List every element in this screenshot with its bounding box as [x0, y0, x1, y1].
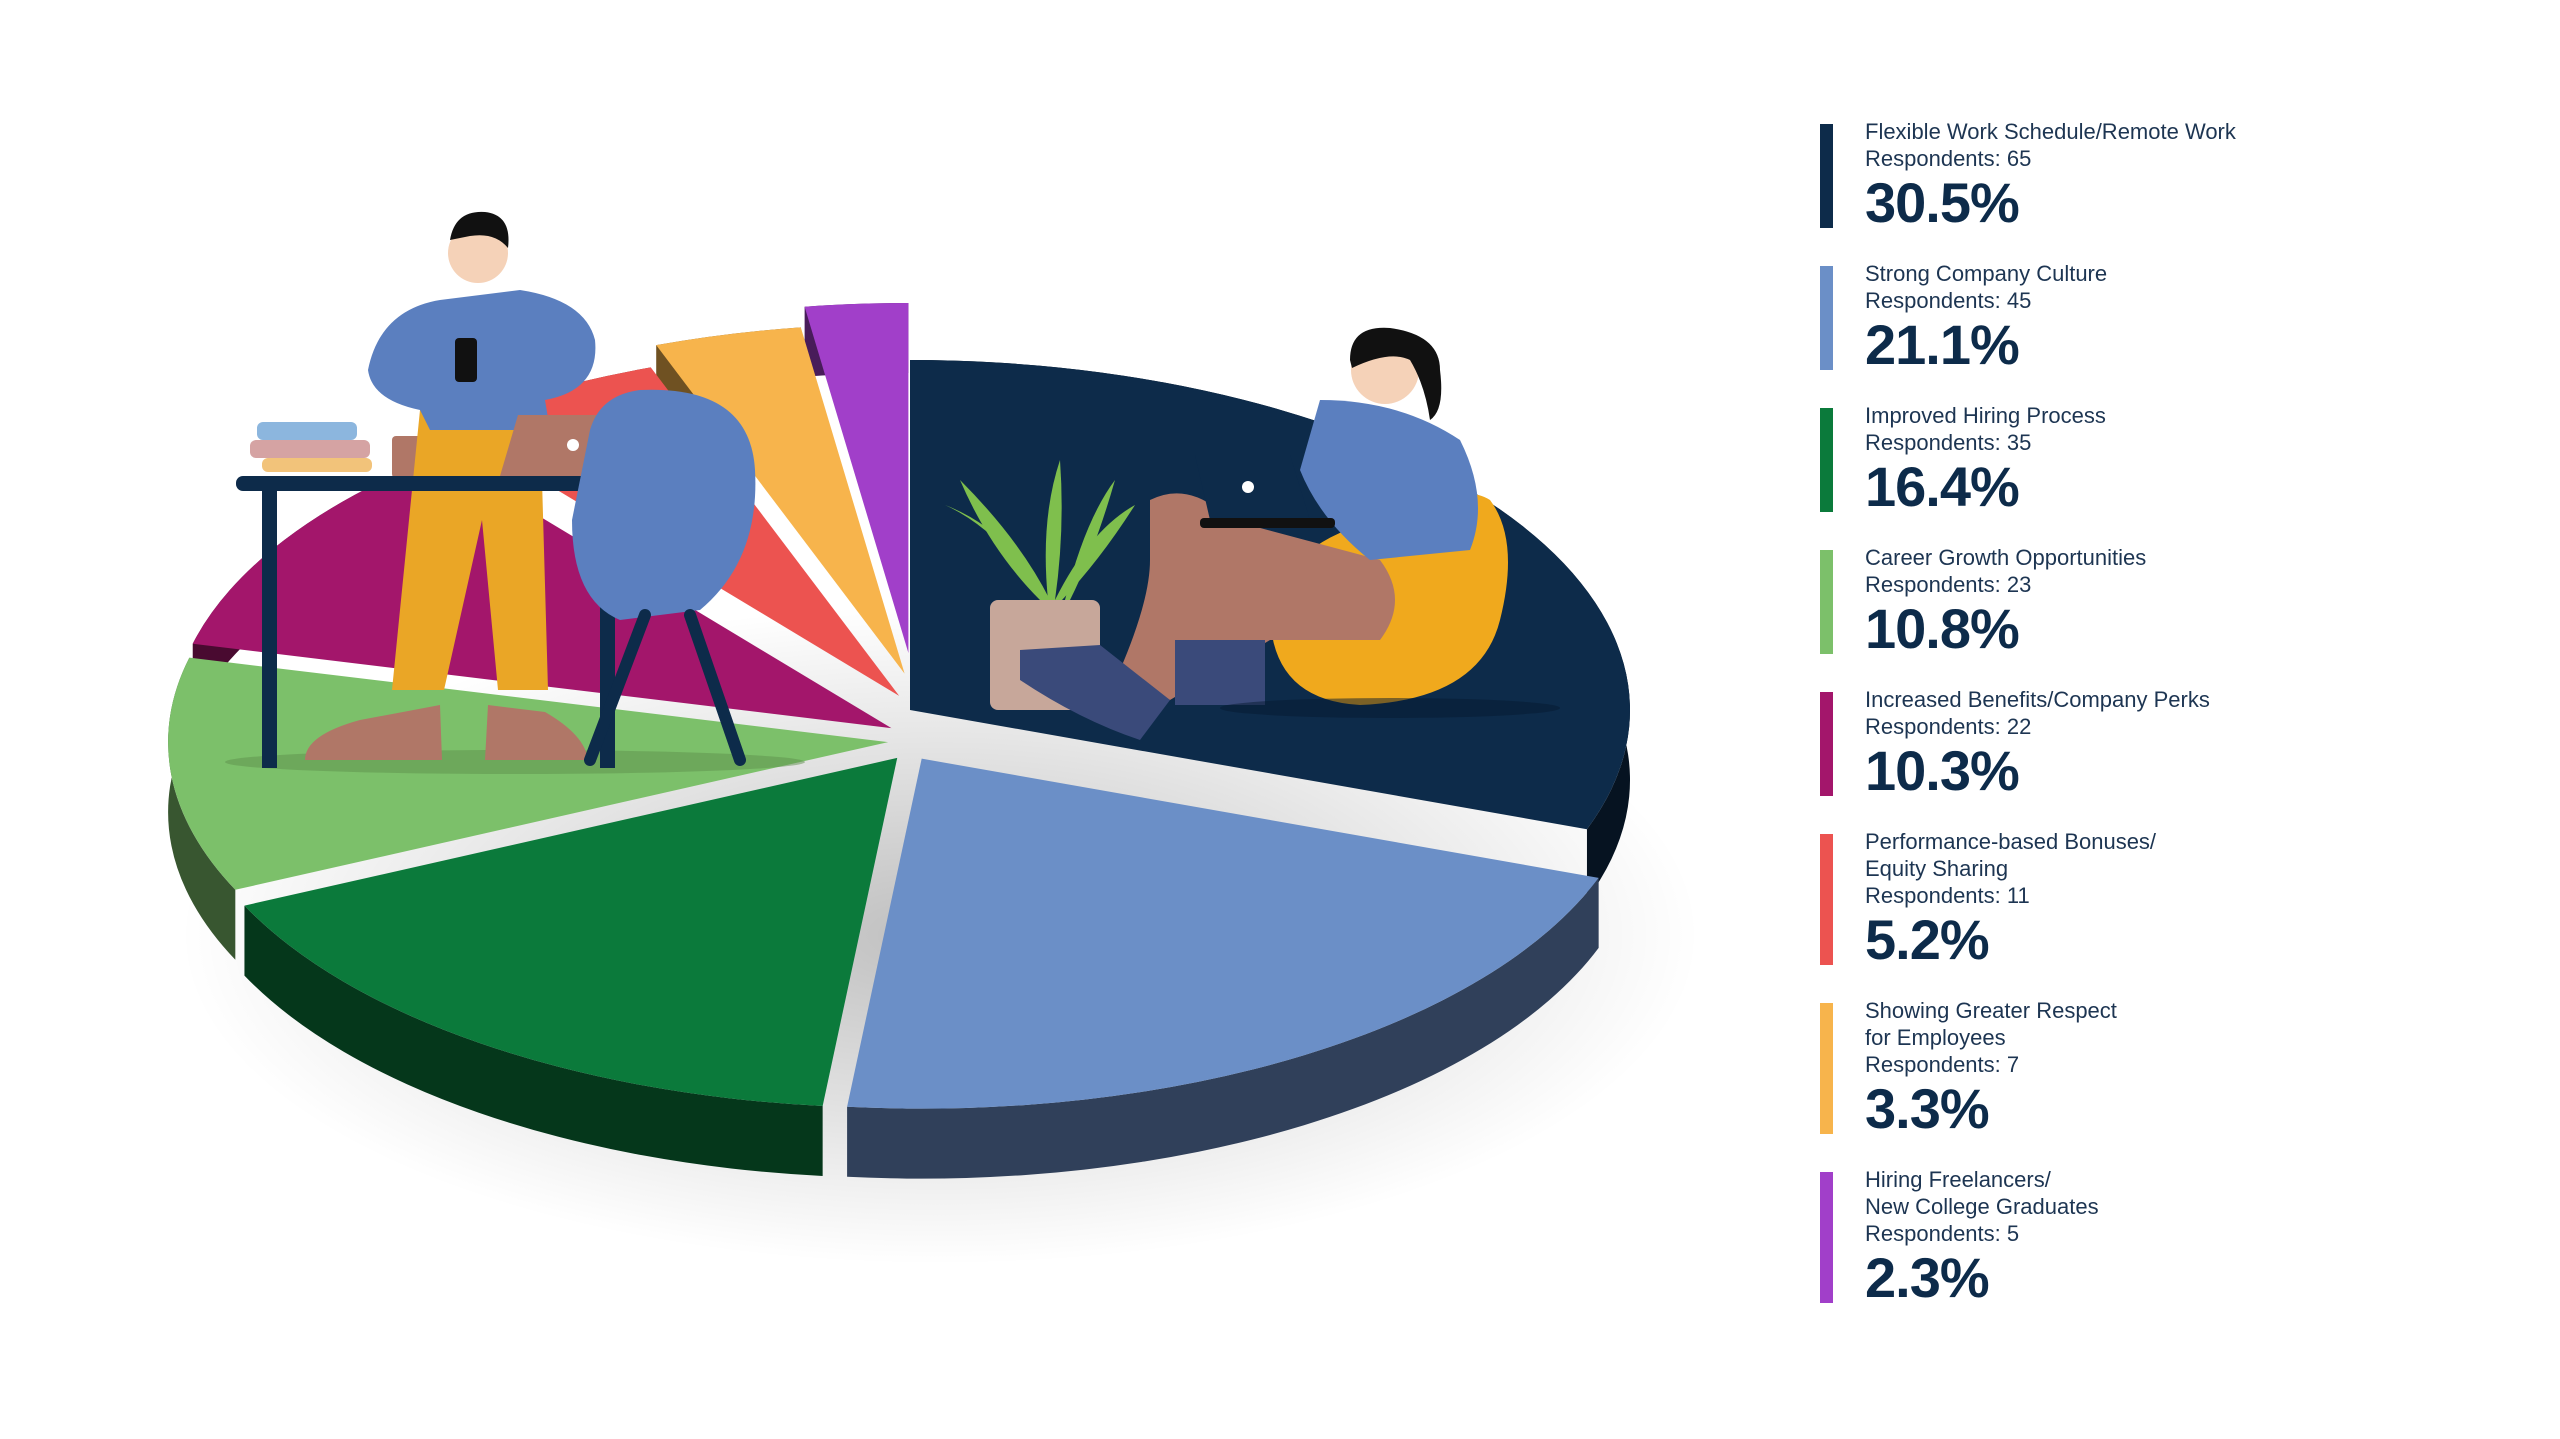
- desk-leg: [262, 488, 277, 768]
- beanbag-shadow: [1220, 698, 1560, 718]
- legend-label: Career Growth Opportunities: [1865, 545, 2147, 570]
- legend-respondents: Respondents: 65: [1865, 146, 2032, 171]
- woman-on-beanbag-illustration: [945, 327, 1560, 740]
- legend-color-bar: [1820, 124, 1833, 228]
- legend: Flexible Work Schedule/Remote Work Respon…: [1820, 118, 2520, 1335]
- chair-leg: [584, 609, 746, 766]
- pie-slice-side: [244, 905, 823, 1177]
- legend-respondents: Respondents: 23: [1865, 572, 2032, 597]
- desk: [236, 476, 646, 491]
- legend-color-bar: [1820, 550, 1833, 654]
- legend-color-bar: [1820, 692, 1833, 796]
- legend-respondents: Respondents: 22: [1865, 714, 2032, 739]
- man-at-desk-illustration: [225, 211, 805, 774]
- pie-slice: [847, 758, 1599, 1109]
- legend-item: Increased Benefits/Company Perks Responde…: [1820, 686, 2520, 802]
- legend-color-bar: [1820, 1172, 1833, 1303]
- legend-percent: 30.5%: [1865, 171, 2020, 234]
- man-shoe-icon: [305, 705, 442, 760]
- legend-percent: 21.1%: [1865, 313, 2020, 376]
- laptop-base-icon: [1200, 518, 1335, 528]
- phone-icon: [455, 338, 477, 382]
- laptop-logo-icon: [567, 439, 579, 451]
- pie-slice-side: [847, 877, 1599, 1179]
- legend-respondents: Respondents: 45: [1865, 288, 2032, 313]
- legend-percent: 10.3%: [1865, 739, 2020, 802]
- laptop-logo-icon: [1242, 481, 1254, 493]
- legend-percent: 2.3%: [1865, 1246, 1990, 1309]
- legend-item: Hiring Freelancers/ New College Graduate…: [1820, 1166, 2520, 1309]
- legend-item: Improved Hiring Process Respondents: 35 16…: [1820, 402, 2520, 518]
- woman-hair: [1350, 327, 1442, 420]
- legend-item: Flexible Work Schedule/Remote Work Respon…: [1820, 118, 2520, 234]
- legend-label: Increased Benefits/Company Perks: [1865, 687, 2210, 712]
- legend-percent: 10.8%: [1865, 597, 2020, 660]
- legend-item: Strong Company Culture Respondents: 45 21.…: [1820, 260, 2520, 376]
- legend-color-bar: [1820, 1003, 1833, 1134]
- book-icon: [257, 422, 357, 440]
- legend-color-bar: [1820, 834, 1833, 965]
- legend-color-bar: [1820, 266, 1833, 370]
- book-icon: [262, 458, 372, 472]
- man-shoe-icon: [485, 705, 588, 760]
- woman-shoe-icon: [1020, 645, 1170, 740]
- plant-icon: [945, 460, 1135, 600]
- book-icon: [250, 440, 370, 458]
- legend-item: Career Growth Opportunities Respondents: …: [1820, 544, 2520, 660]
- legend-percent: 16.4%: [1865, 455, 2020, 518]
- pie-slice: [804, 303, 909, 654]
- legend-label: Flexible Work Schedule/Remote Work: [1865, 119, 2236, 144]
- legend-color-bar: [1820, 408, 1833, 512]
- legend-label: Hiring Freelancers/ New College Graduate…: [1865, 1167, 2099, 1219]
- legend-respondents: Respondents: 11: [1865, 883, 2030, 908]
- chair: [572, 389, 756, 620]
- legend-respondents: Respondents: 35: [1865, 430, 2032, 455]
- legend-item: Showing Greater Respect for Employees Res…: [1820, 997, 2520, 1140]
- man-shirt: [368, 290, 596, 430]
- legend-respondents: Respondents: 5: [1865, 1221, 2020, 1246]
- box: [1175, 640, 1265, 705]
- woman-shirt: [1300, 400, 1478, 560]
- pie-slice: [244, 757, 898, 1107]
- pie-chart: [168, 211, 1700, 1265]
- legend-label: Performance-based Bonuses/ Equity Sharin…: [1865, 829, 2157, 881]
- legend-percent: 5.2%: [1865, 908, 1990, 971]
- legend-label: Showing Greater Respect for Employees: [1865, 998, 2117, 1050]
- legend-label: Strong Company Culture: [1865, 261, 2108, 286]
- legend-respondents: Respondents: 7: [1865, 1052, 2020, 1077]
- man-head: [448, 223, 508, 283]
- legend-item: Performance-based Bonuses/ Equity Sharin…: [1820, 828, 2520, 971]
- pie-chart-svg: [168, 211, 1700, 1265]
- man-hair: [450, 211, 509, 248]
- legend-percent: 3.3%: [1865, 1077, 1990, 1140]
- legend-label: Improved Hiring Process: [1865, 403, 2106, 428]
